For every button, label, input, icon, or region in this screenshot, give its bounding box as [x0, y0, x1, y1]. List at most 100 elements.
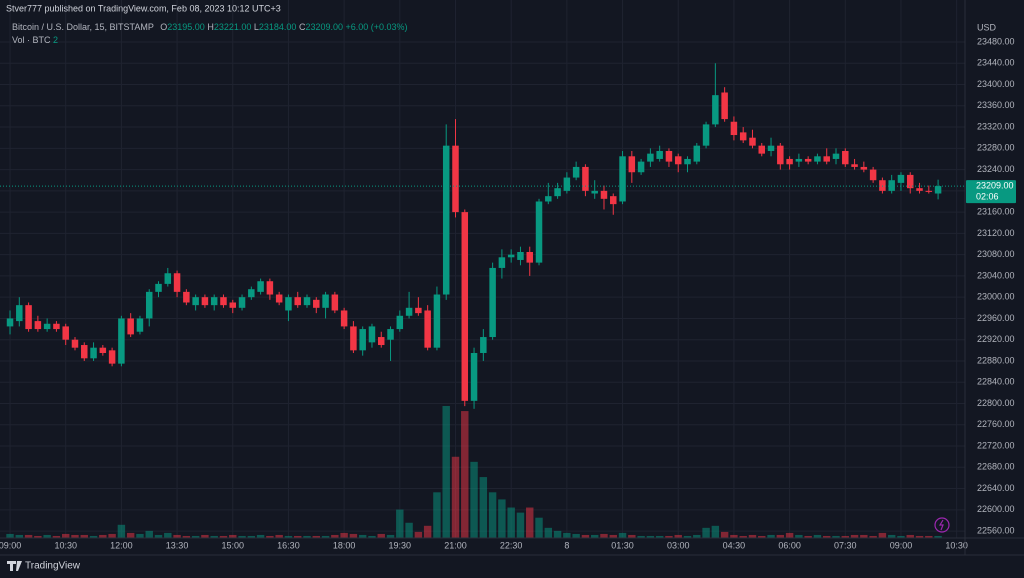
volume-bar — [405, 522, 413, 538]
volume-bar — [897, 535, 905, 538]
candle-body — [832, 153, 840, 159]
candle-body — [62, 326, 69, 340]
volume-bar — [479, 477, 488, 538]
volume-label: Vol · BTC — [12, 35, 51, 45]
alert-icon[interactable] — [934, 517, 950, 533]
candle-body — [118, 318, 125, 364]
y-tick-label: 23040.00 — [977, 270, 1015, 280]
candle-body — [164, 273, 172, 284]
legend-value: 23221.00 — [214, 22, 252, 32]
volume-bar — [544, 527, 553, 538]
volume-bar — [99, 534, 107, 538]
candle-body — [25, 305, 32, 330]
candle-body — [442, 145, 450, 295]
candle-body — [535, 201, 543, 263]
candle-body — [340, 310, 348, 327]
candle-body — [851, 164, 858, 167]
volume-bar — [433, 492, 441, 538]
legend: Bitcoin / U.S. Dollar, 15, BITSTAMP O231… — [12, 22, 408, 32]
candle-body — [322, 294, 329, 308]
candle-body — [489, 267, 496, 338]
volume-bar — [488, 492, 497, 538]
volume-value: 2 — [53, 35, 58, 45]
volume-bar — [581, 534, 590, 538]
publisher: Stver777 published on TradingView.com, F… — [6, 3, 281, 13]
y-tick-label: 22880.00 — [977, 355, 1015, 365]
candle-body — [424, 310, 431, 348]
volume-bar — [386, 534, 395, 538]
volume-bar — [154, 534, 163, 538]
volume-bar — [358, 534, 367, 538]
footer — [0, 555, 1024, 578]
candle-body — [368, 326, 376, 343]
y-tick-label: 22960.00 — [977, 313, 1015, 323]
candle-body — [16, 305, 23, 322]
y-tick-label: 22760.00 — [977, 419, 1015, 429]
candle-body — [888, 180, 895, 191]
volume-bar — [52, 535, 61, 538]
candle-body — [647, 153, 654, 162]
y-tick-label: 23480.00 — [977, 36, 1015, 46]
candle-body — [507, 254, 515, 258]
candle-body — [925, 190, 933, 192]
volume-bar — [89, 535, 98, 538]
candle-body — [628, 156, 636, 173]
candle-body — [526, 251, 533, 263]
x-tick-label: 10:30 — [54, 540, 77, 550]
y-tick-label: 22680.00 — [977, 462, 1015, 472]
volume-bar — [24, 534, 33, 538]
price-tag-countdown: 02:06 — [976, 191, 999, 201]
volume-bar — [136, 533, 144, 538]
x-tick-label: 07:30 — [834, 540, 857, 550]
candle-body — [879, 180, 886, 191]
x-tick-label: 8 — [564, 540, 569, 550]
volume-bar — [61, 533, 70, 538]
volume-bar — [906, 534, 914, 538]
volume-bar — [860, 534, 868, 538]
candle-body — [517, 251, 524, 260]
candle-body — [173, 273, 181, 292]
legend-value: 23195.00 — [167, 22, 205, 32]
volume-legend: Vol · BTC 2 — [12, 35, 58, 45]
candle-body — [359, 329, 366, 351]
y-tick-label: 23240.00 — [977, 164, 1015, 174]
candle-body — [108, 350, 116, 364]
volume-bar — [368, 535, 376, 538]
legend-change: +6.00 (+0.03%) — [346, 22, 408, 32]
x-tick-label: 10:30 — [945, 540, 968, 550]
candle-body — [730, 121, 738, 136]
x-tick-label: 22:30 — [500, 540, 523, 550]
currency-label: USD — [977, 22, 997, 32]
volume-bar — [321, 535, 330, 538]
candle-body — [257, 281, 264, 292]
volume-bar — [609, 534, 617, 538]
y-tick-label: 23080.00 — [977, 249, 1015, 259]
volume-bar — [108, 533, 116, 538]
candle-body — [81, 345, 88, 359]
legend-label: C — [299, 22, 306, 32]
volume-bar — [331, 534, 339, 538]
legend-label: H — [207, 22, 214, 32]
y-tick-label: 23440.00 — [977, 58, 1015, 68]
candle-body — [582, 166, 589, 191]
candle-body — [294, 297, 301, 306]
candle-body — [99, 347, 107, 353]
volume-bar — [423, 525, 432, 538]
volume-bar — [414, 531, 423, 538]
y-tick-label: 23360.00 — [977, 100, 1015, 110]
candle-body — [665, 150, 673, 162]
volume-bar — [637, 535, 645, 538]
volume-bar — [841, 535, 849, 538]
volume-bar — [526, 507, 534, 538]
candle-body — [433, 294, 441, 348]
volume-bar — [498, 499, 506, 538]
x-tick-label: 15:00 — [221, 540, 244, 550]
volume-bar — [776, 534, 785, 538]
candle-body — [767, 145, 775, 151]
y-tick-label: 23320.00 — [977, 121, 1015, 131]
candle-body — [238, 297, 246, 308]
volume-bar — [683, 535, 692, 538]
y-tick-label: 22800.00 — [977, 398, 1015, 408]
volume-bar — [145, 530, 153, 538]
